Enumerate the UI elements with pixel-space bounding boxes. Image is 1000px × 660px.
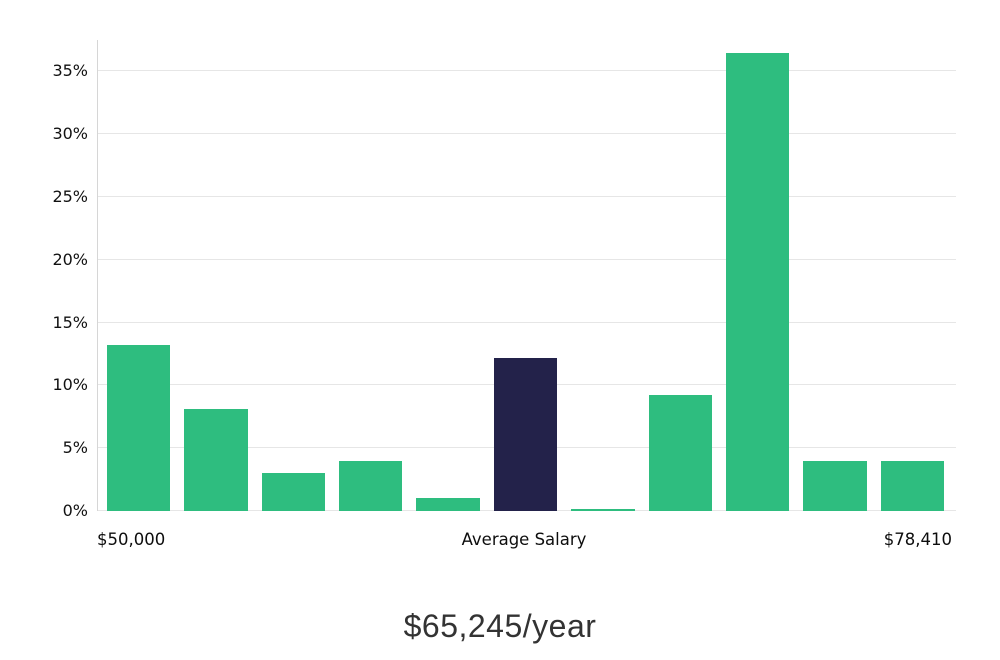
plot-area xyxy=(97,40,956,511)
y-axis-tick-label: 20% xyxy=(52,249,88,269)
x-axis-label-average: Average Salary xyxy=(461,530,587,549)
bar xyxy=(107,345,171,511)
bar xyxy=(571,509,635,511)
y-axis-tick-label: 25% xyxy=(52,187,88,206)
gridline xyxy=(98,133,956,135)
bar xyxy=(880,460,944,511)
bar xyxy=(339,460,403,511)
bar-average-salary xyxy=(493,357,558,511)
gridline xyxy=(98,321,956,323)
bar xyxy=(261,473,326,511)
y-axis-tick-label: 30% xyxy=(52,124,88,144)
gridline xyxy=(98,258,956,260)
bar xyxy=(803,460,867,511)
y-axis-tick-label: 15% xyxy=(52,312,88,332)
gridline xyxy=(98,196,956,197)
y-axis-tick-label: 35% xyxy=(52,61,88,81)
x-axis-label-min: $50,000 xyxy=(97,530,166,549)
y-axis-tick-label: 5% xyxy=(62,438,88,458)
y-axis-tick-label: 0% xyxy=(62,501,88,520)
bar xyxy=(416,498,480,511)
y-axis-tick-label: 10% xyxy=(52,375,88,395)
bar xyxy=(648,395,712,511)
x-axis-label-max: $78,410 xyxy=(883,530,952,549)
gridline xyxy=(98,70,956,72)
x-axis: $50,000 Average Salary $78,410 xyxy=(0,530,1000,554)
bar xyxy=(725,52,790,511)
y-axis-tick-labels: 0% 5% 10% 15% 20% 25% 30% 35% xyxy=(0,40,88,519)
average-salary-caption: $65,245/year xyxy=(403,608,597,644)
bar xyxy=(184,409,248,511)
bars xyxy=(98,40,956,511)
